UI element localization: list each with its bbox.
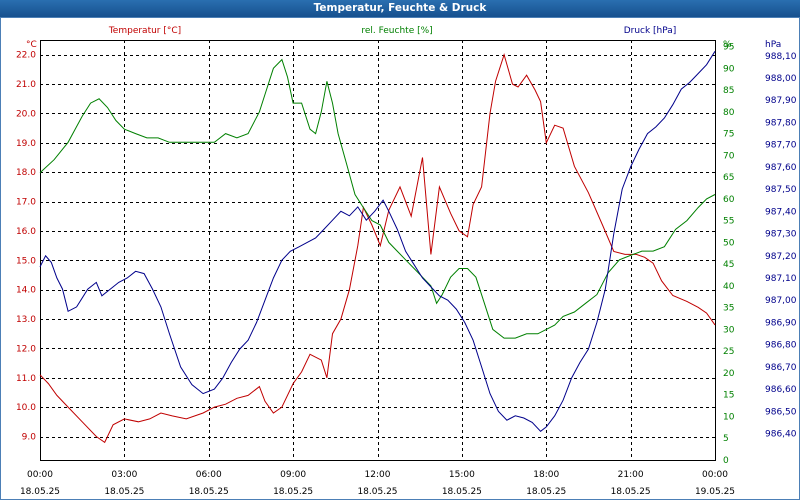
legend-temperature: Temperatur [°C]: [108, 26, 181, 36]
series-layer: [39, 51, 716, 444]
tick-label-humidity: 0: [723, 456, 729, 466]
tick-label-pressure: 987,00: [765, 296, 797, 306]
plot-border: [40, 40, 716, 461]
tick-label-humidity: 10: [723, 412, 735, 422]
tick-label-humidity: 5: [723, 434, 729, 444]
tick-label-pressure: 987,10: [765, 274, 797, 284]
axis-unit-humidity: %: [723, 40, 732, 50]
tick-label-pressure: 988,10: [765, 52, 797, 62]
tick-label-temperature: 22.0: [16, 51, 36, 61]
tick-label-humidity: 40: [723, 282, 735, 292]
tick-label-time: 09:00: [280, 470, 306, 480]
tick-label-date: 18.05.25: [526, 487, 566, 497]
tick-label-pressure: 987,60: [765, 163, 797, 173]
series-line-pressure: [39, 51, 716, 432]
tick-label-pressure: 987,40: [765, 207, 797, 217]
tick-label-temperature: 17.0: [16, 198, 36, 208]
tick-label-pressure: 987,70: [765, 141, 797, 151]
tick-label-humidity: 45: [723, 260, 734, 270]
tick-label-date: 18.05.25: [189, 487, 229, 497]
tick-label-humidity: 15: [723, 391, 734, 401]
legend-humidity: rel. Feuchte [%]: [361, 26, 432, 36]
tick-label-pressure: 986,40: [765, 430, 797, 440]
axes: 9.0 10.0 11.0 12.0 13.0 14.0 15.0 16.0 17.0 18.0 1…: [16, 43, 797, 497]
tick-label-time: 00:00: [27, 470, 53, 480]
tick-label-temperature: 15.0: [16, 256, 36, 266]
tick-label-date: 18.05.25: [357, 487, 397, 497]
series-line-temperature: [39, 52, 716, 444]
axis-headers: °C% hPa Temperatur [°C] rel. Feuchte [%] Dru…: [26, 26, 781, 50]
tick-label-temperature: 21.0: [16, 80, 36, 90]
tick-label-pressure: 987,90: [765, 96, 797, 106]
tick-label-humidity: 85: [723, 86, 734, 96]
tick-label-time: 18:00: [533, 470, 559, 480]
tick-label-humidity: 65: [723, 173, 734, 183]
tick-label-date: 18.05.25: [104, 487, 144, 497]
axis-unit-pressure: hPa: [765, 40, 781, 50]
tick-label-humidity: 20: [723, 369, 735, 379]
grid: [40, 40, 716, 460]
tick-label-humidity: 60: [723, 195, 735, 205]
tick-label-temperature: 13.0: [16, 315, 36, 325]
plot-area: [40, 40, 716, 461]
tick-label-humidity: 90: [723, 64, 735, 74]
tick-label-humidity: 30: [723, 325, 735, 335]
tick-label-time: 06:00: [196, 470, 222, 480]
tick-label-humidity: 55: [723, 217, 734, 227]
tick-label-time: 00:00: [702, 470, 728, 480]
tick-label-humidity: 75: [723, 130, 734, 140]
tick-label-pressure: 986,90: [765, 318, 797, 328]
tick-label-humidity: 70: [723, 151, 735, 161]
tick-label-pressure: 986,60: [765, 385, 797, 395]
tick-label-temperature: 10.0: [16, 403, 36, 413]
tick-label-pressure: 986,50: [765, 407, 797, 417]
tick-label-date: 18.05.25: [611, 487, 651, 497]
tick-label-time: 12:00: [365, 470, 391, 480]
tick-label-pressure: 987,30: [765, 230, 797, 240]
window-title: Temperatur, Feuchte & Druck: [0, 0, 800, 17]
tick-label-date: 19.05.25: [695, 487, 735, 497]
series-line-humidity: [39, 58, 716, 339]
tick-label-time: 15:00: [449, 470, 475, 480]
tick-label-temperature: 18.0: [16, 168, 36, 178]
tick-label-pressure: 988,00: [765, 74, 797, 84]
tick-label-pressure: 986,80: [765, 341, 797, 351]
tick-label-date: 18.05.25: [20, 487, 60, 497]
tick-label-pressure: 987,20: [765, 252, 797, 262]
tick-label-humidity: 80: [723, 108, 735, 118]
tick-label-temperature: 11.0: [16, 374, 36, 384]
tick-label-temperature: 12.0: [16, 344, 36, 354]
chart: 9.0 10.0 11.0 12.0 13.0 14.0 15.0 16.0 17.0 18.0 1…: [16, 26, 797, 497]
tick-label-date: 18.05.25: [442, 487, 482, 497]
tick-label-time: 03:00: [111, 470, 137, 480]
tick-label-temperature: 9.0: [22, 433, 37, 443]
axis-unit-temperature: °C: [26, 40, 37, 50]
tick-label-temperature: 14.0: [16, 286, 36, 296]
tick-label-humidity: 95: [723, 43, 734, 53]
tick-label-time: 21:00: [618, 470, 644, 480]
tick-label-date: 18.05.25: [273, 487, 313, 497]
tick-label-temperature: 19.0: [16, 139, 36, 149]
tick-label-pressure: 987,50: [765, 185, 797, 195]
legend-pressure: Druck [hPa]: [624, 26, 677, 36]
tick-label-pressure: 986,70: [765, 363, 797, 373]
tick-label-temperature: 16.0: [16, 227, 36, 237]
tick-label-humidity: 35: [723, 304, 734, 314]
tick-label-humidity: 25: [723, 347, 734, 357]
tick-label-humidity: 50: [723, 238, 735, 248]
tick-label-temperature: 20.0: [16, 109, 36, 119]
tick-label-pressure: 987,80: [765, 118, 797, 128]
